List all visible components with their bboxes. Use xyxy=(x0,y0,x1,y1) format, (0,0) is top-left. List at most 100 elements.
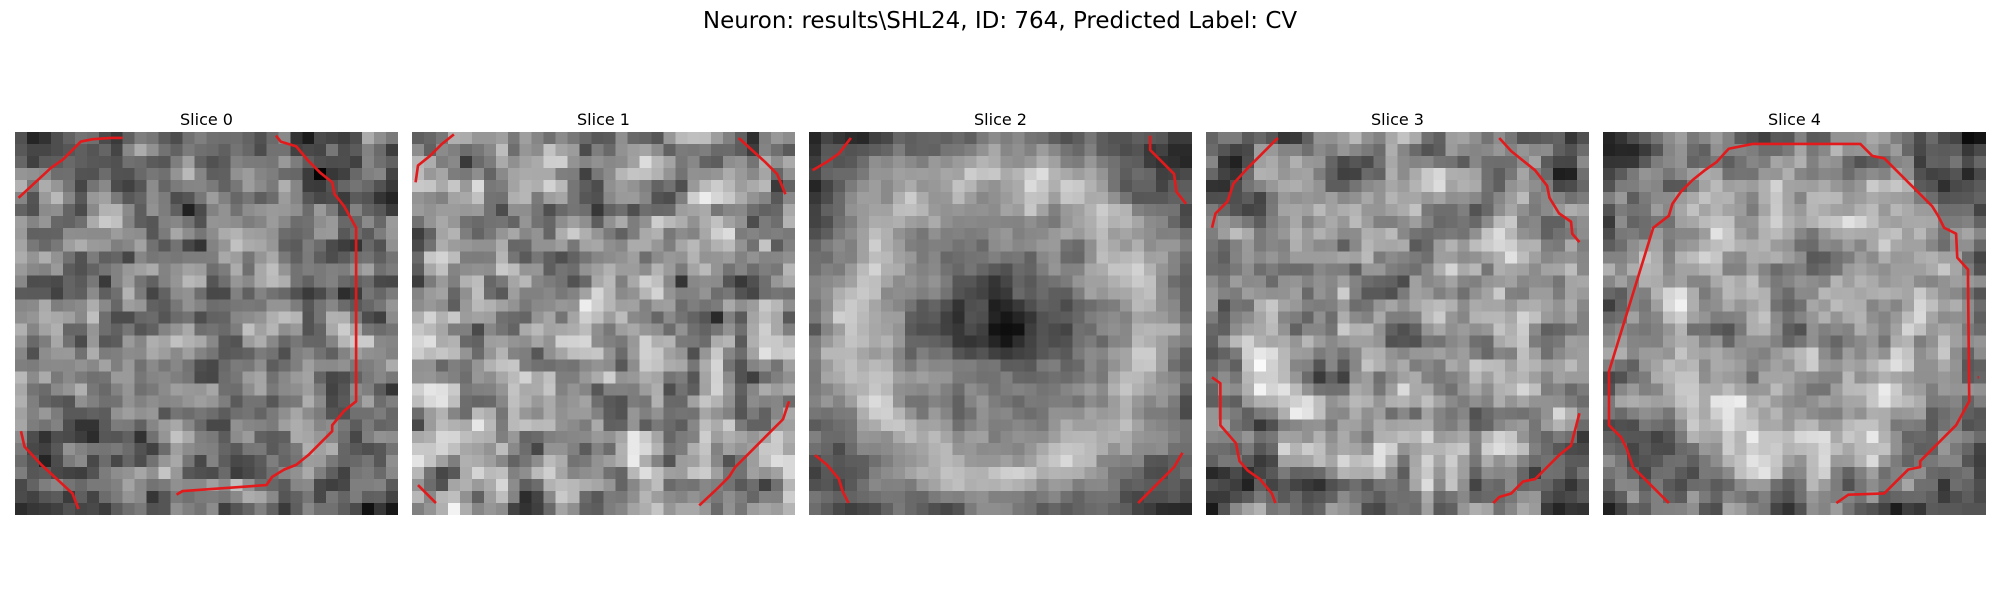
pixel xyxy=(1301,167,1314,181)
pixel xyxy=(1180,203,1192,217)
pixel xyxy=(579,227,592,240)
pixel xyxy=(579,287,592,300)
pixel xyxy=(1036,395,1049,408)
pixel xyxy=(723,407,736,420)
pixel xyxy=(579,323,592,336)
pixel xyxy=(1746,443,1759,456)
pixel xyxy=(1457,299,1470,312)
pixel xyxy=(651,467,664,480)
pixel xyxy=(1842,419,1855,432)
pixel xyxy=(1505,335,1518,348)
pixel xyxy=(423,323,437,336)
pixel xyxy=(423,287,437,300)
pixel xyxy=(15,467,28,480)
pixel xyxy=(1674,275,1688,288)
pixel xyxy=(26,419,40,432)
pixel xyxy=(687,155,700,169)
pixel xyxy=(1746,383,1759,396)
pixel xyxy=(1866,359,1879,372)
pixel xyxy=(1373,491,1386,504)
pixel xyxy=(1806,179,1819,193)
pixel xyxy=(783,467,795,480)
pixel xyxy=(278,347,291,360)
pixel xyxy=(1397,311,1410,324)
pixel xyxy=(1830,155,1843,169)
pixel xyxy=(254,191,267,205)
pixel xyxy=(1421,455,1434,468)
pixel xyxy=(1265,203,1279,217)
pixel xyxy=(218,167,231,181)
pixel xyxy=(483,467,497,480)
pixel xyxy=(1517,491,1530,504)
pixel xyxy=(1457,491,1470,504)
pixel xyxy=(832,359,846,372)
pixel xyxy=(1890,395,1903,408)
pixel xyxy=(1301,491,1314,504)
pixel xyxy=(459,215,473,228)
pixel xyxy=(1241,263,1255,276)
pixel xyxy=(1457,443,1470,456)
pixel xyxy=(687,383,700,396)
pixel xyxy=(663,347,676,360)
pixel xyxy=(820,383,834,396)
pixel xyxy=(1469,203,1482,217)
pixel xyxy=(687,395,700,408)
pixel xyxy=(206,287,219,300)
pixel xyxy=(242,132,255,145)
pixel xyxy=(892,359,905,372)
pixel xyxy=(615,155,628,169)
pixel xyxy=(158,287,171,300)
pixel xyxy=(928,479,941,492)
pixel xyxy=(1180,132,1192,145)
pixel xyxy=(98,431,111,444)
pixel xyxy=(386,455,398,468)
pixel xyxy=(892,227,905,240)
pixel xyxy=(1156,227,1169,240)
pixel xyxy=(495,335,508,348)
pixel xyxy=(507,431,520,444)
pixel xyxy=(651,227,664,240)
pixel xyxy=(146,491,159,504)
pixel xyxy=(627,155,640,169)
pixel xyxy=(1277,275,1291,288)
pixel xyxy=(976,395,989,408)
pixel xyxy=(964,227,977,240)
pixel xyxy=(675,167,688,181)
pixel xyxy=(651,407,664,420)
pixel xyxy=(964,479,977,492)
pixel xyxy=(519,431,532,444)
pixel xyxy=(976,179,989,193)
pixel xyxy=(1289,443,1302,456)
pixel xyxy=(844,167,858,181)
pixel xyxy=(218,287,231,300)
pixel xyxy=(1409,491,1422,504)
pixel xyxy=(1036,132,1049,145)
pixel xyxy=(687,179,700,193)
pixel xyxy=(412,419,425,432)
pixel xyxy=(809,239,822,252)
pixel xyxy=(98,239,111,252)
pixel xyxy=(1469,371,1482,384)
pixel xyxy=(1710,215,1723,228)
pixel xyxy=(350,443,363,456)
pixel xyxy=(1180,371,1192,384)
pixel xyxy=(1878,443,1891,456)
pixel xyxy=(1072,179,1085,193)
pixel xyxy=(266,263,279,276)
pixel xyxy=(495,239,508,252)
pixel xyxy=(1565,275,1578,288)
pixel xyxy=(820,431,834,444)
pixel xyxy=(362,275,375,288)
pixel xyxy=(483,132,497,145)
pixel xyxy=(1120,311,1133,324)
pixel xyxy=(567,275,580,288)
pixel xyxy=(1746,215,1759,228)
pixel xyxy=(735,467,748,480)
pixel xyxy=(86,215,100,228)
pixel xyxy=(1421,491,1434,504)
pixel xyxy=(1842,359,1855,372)
pixel xyxy=(338,323,351,336)
pixel xyxy=(844,323,858,336)
pixel xyxy=(783,132,795,145)
pixel xyxy=(1217,167,1231,181)
